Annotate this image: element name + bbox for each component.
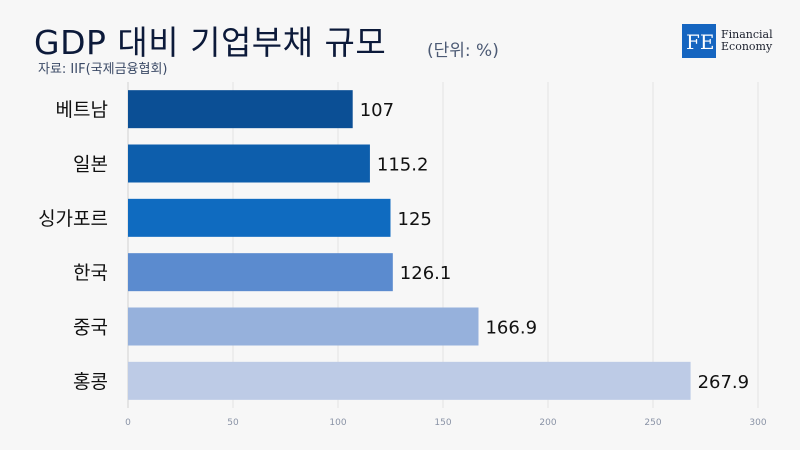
fe-logo-icon: FE [682, 24, 716, 58]
data-label: 115.2 [377, 155, 429, 176]
data-label: 107 [360, 100, 394, 121]
x-tick-label: 250 [644, 418, 661, 428]
data-label: 166.9 [485, 318, 537, 339]
data-label: 267.9 [698, 372, 750, 393]
logo-mark-letters: FE [686, 30, 714, 54]
bar [128, 144, 370, 183]
bar [128, 253, 393, 292]
category-label: 일본 [73, 154, 108, 176]
x-tick-label: 100 [329, 418, 346, 428]
logo-line-1: Financial [721, 28, 773, 41]
x-tick-label: 300 [749, 418, 766, 428]
bar [128, 90, 353, 129]
data-label: 126.1 [400, 263, 452, 284]
category-label: 홍콩 [73, 371, 108, 393]
category-label: 베트남 [56, 99, 108, 121]
logo-text: Financial Economy [721, 29, 773, 53]
logo-line-2: Economy [721, 40, 773, 53]
unit-label: (단위: %) [427, 41, 499, 61]
x-tick-label: 200 [539, 418, 556, 428]
source-note: 자료: IIF(국제금융협회) [38, 62, 168, 77]
x-tick-label: 0 [125, 418, 131, 428]
bar [128, 361, 691, 400]
category-label: 한국 [73, 262, 108, 284]
bar [128, 198, 391, 237]
category-label: 싱가포르 [38, 208, 108, 230]
data-label: 125 [398, 209, 432, 230]
logo: FE Financial Economy [682, 24, 773, 58]
chart-title: GDP 대비 기업부채 규모 [34, 23, 387, 62]
x-tick-label: 150 [434, 418, 451, 428]
bar [128, 307, 479, 346]
x-tick-label: 50 [227, 418, 239, 428]
category-label: 중국 [73, 317, 108, 339]
